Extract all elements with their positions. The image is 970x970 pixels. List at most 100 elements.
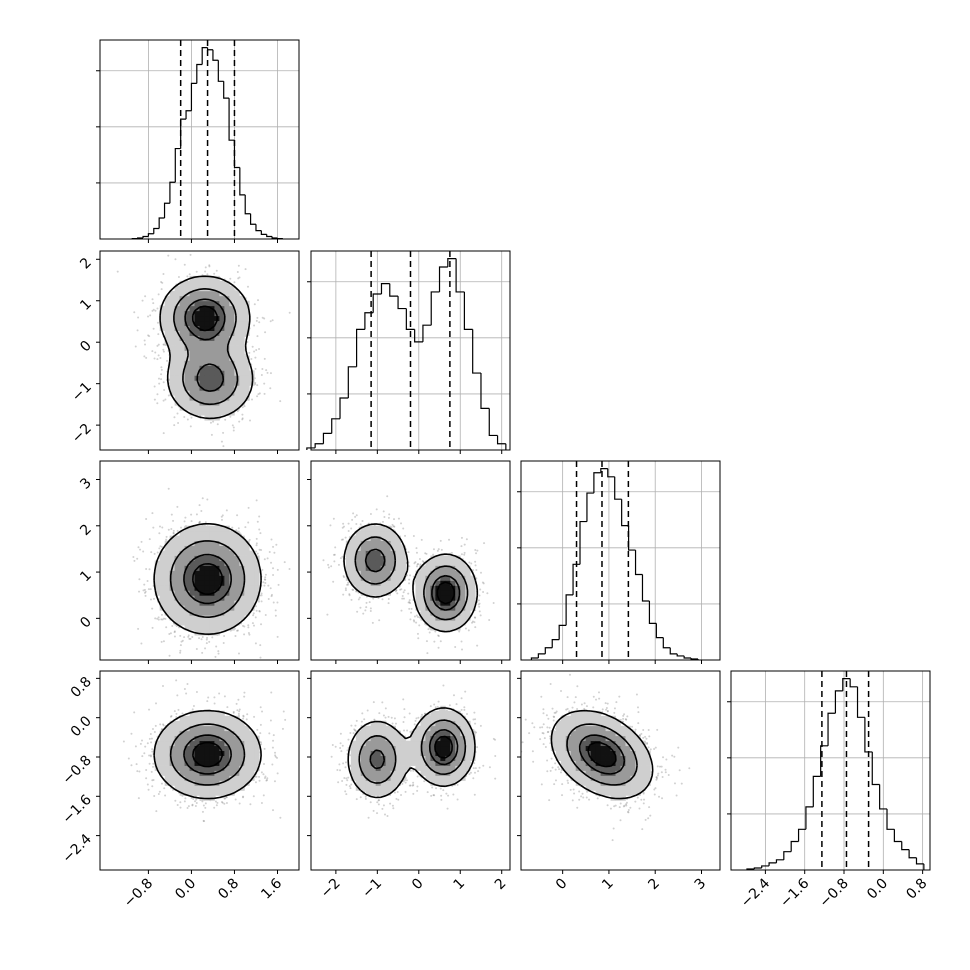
- density-cell: [229, 345, 235, 351]
- scatter-point: [143, 583, 146, 586]
- density-cell: [229, 290, 235, 297]
- scatter-point: [437, 646, 440, 649]
- scatter-point: [277, 583, 280, 586]
- scatter-point: [347, 529, 350, 532]
- density-cell: [239, 340, 245, 346]
- histogram-bin: [430, 291, 440, 326]
- density-cell: [199, 355, 205, 361]
- density-cell: [229, 380, 235, 386]
- density-cell: [199, 545, 205, 551]
- density-cell: [164, 335, 171, 341]
- density-cell: [229, 295, 235, 302]
- density-cell: [219, 355, 225, 361]
- scatter-point: [260, 549, 263, 552]
- density-cell: [224, 300, 230, 307]
- scatter-point: [260, 600, 263, 603]
- scatter-point: [267, 598, 270, 601]
- density-cell: [179, 615, 185, 621]
- density-cell: [169, 595, 176, 601]
- scatter-point: [173, 416, 176, 419]
- histogram-bin: [472, 329, 481, 374]
- density-cell: [229, 325, 235, 331]
- scatter-point: [248, 633, 251, 636]
- density-cell: [204, 625, 210, 631]
- scatter-point: [154, 351, 157, 354]
- density-cell: [234, 340, 240, 346]
- scatter-point: [378, 619, 381, 622]
- density-cell: [209, 630, 215, 636]
- scatter-point: [333, 560, 336, 563]
- scatter-point: [173, 630, 176, 633]
- scatter-point: [195, 513, 198, 516]
- density-cell: [234, 290, 240, 297]
- density-cell: [194, 610, 200, 616]
- scatter-point: [255, 348, 258, 351]
- density-cell: [234, 360, 240, 366]
- histogram-bin: [572, 563, 581, 595]
- density-cell: [209, 550, 215, 556]
- scatter-point: [225, 509, 228, 512]
- y-tick-label: 2: [77, 521, 95, 539]
- scatter-point: [236, 629, 239, 632]
- scatter-point: [206, 273, 209, 276]
- density-cell: [219, 300, 225, 307]
- scatter-point: [332, 517, 335, 520]
- density-cell: [189, 560, 195, 566]
- histogram-bin: [634, 550, 643, 576]
- density-cell: [174, 610, 180, 616]
- density-cell: [214, 325, 220, 331]
- density-cell: [169, 320, 176, 327]
- density-cell: [184, 560, 190, 566]
- density-cell: [189, 605, 195, 611]
- density-cell: [229, 385, 235, 391]
- scatter-point: [347, 581, 350, 584]
- scatter-point: [247, 632, 250, 635]
- density-cell: [204, 325, 210, 331]
- density-cell: [194, 355, 200, 361]
- density-cell: [194, 395, 200, 401]
- density-cell: [204, 335, 210, 341]
- density-cell: [214, 625, 220, 631]
- scatter-point: [147, 588, 150, 591]
- density-cell: [249, 590, 255, 596]
- scatter-point: [342, 522, 345, 525]
- scatter-point: [152, 327, 155, 330]
- scatter-point: [162, 399, 165, 402]
- scatter-point: [258, 609, 261, 612]
- scatter-point: [136, 557, 139, 560]
- density-cell: [254, 565, 260, 571]
- scatter-point: [254, 605, 257, 608]
- density-cell: [209, 355, 215, 361]
- density-cell: [239, 375, 245, 381]
- density-cell: [244, 605, 250, 611]
- density-cell: [174, 345, 180, 351]
- density-cell: [234, 605, 240, 611]
- histogram-bin: [463, 291, 473, 330]
- density-cell: [189, 580, 195, 586]
- density-cell: [164, 295, 171, 302]
- density-cell: [174, 585, 180, 591]
- density-cell: [209, 310, 215, 317]
- scatter-point: [262, 581, 265, 584]
- density-cell: [199, 290, 205, 297]
- density-cell: [164, 555, 171, 561]
- density-cell: [174, 310, 180, 317]
- scatter-point: [222, 431, 225, 434]
- density-cell: [224, 390, 230, 396]
- density-cell: [164, 320, 171, 327]
- density-cell: [194, 540, 200, 546]
- density-cell: [229, 540, 235, 546]
- density-cell: [209, 555, 215, 561]
- histogram-bin: [886, 808, 895, 830]
- scatter-point: [352, 588, 355, 591]
- density-cell: [189, 360, 195, 366]
- scatter-point: [332, 580, 335, 583]
- density-cell: [169, 300, 176, 307]
- density-cell: [204, 540, 210, 546]
- density-cell: [214, 380, 220, 386]
- scatter-point: [205, 638, 208, 641]
- density-cell: [249, 595, 255, 601]
- density-cell: [219, 345, 225, 351]
- density-cell: [189, 365, 195, 371]
